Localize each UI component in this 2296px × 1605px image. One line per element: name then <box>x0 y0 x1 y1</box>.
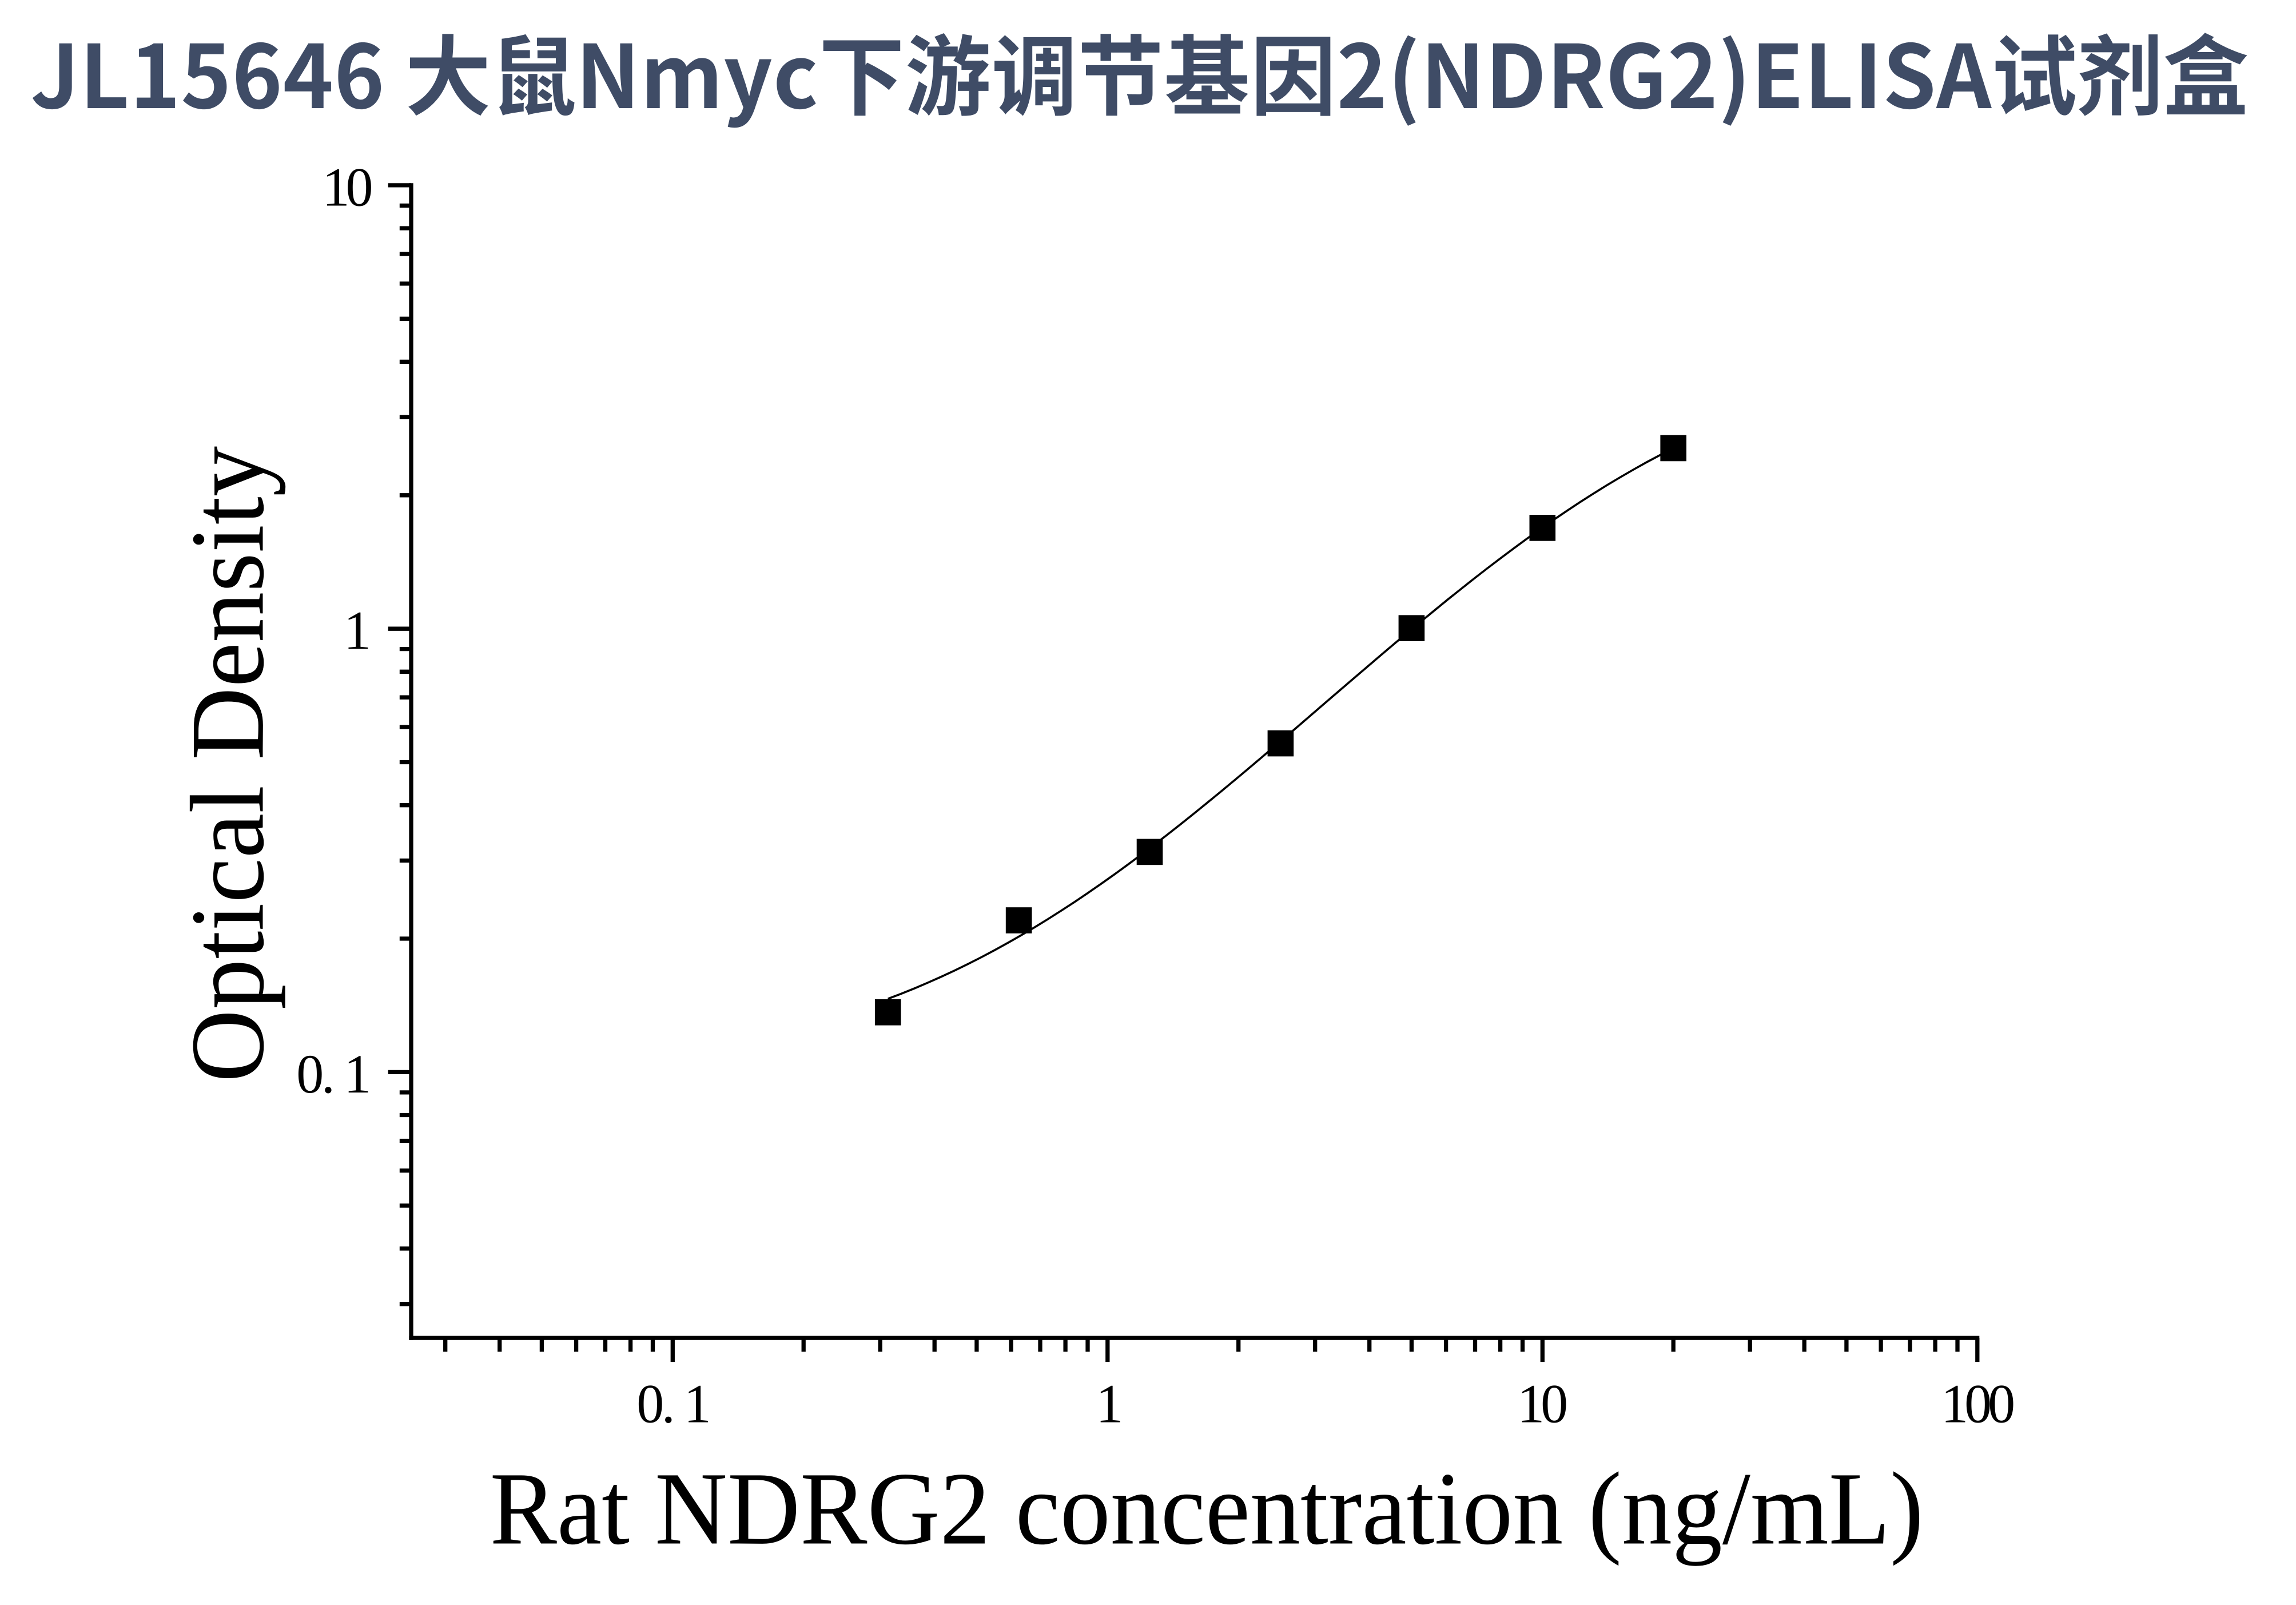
svg-text:10: 10 <box>323 156 372 217</box>
svg-text:Optical Density: Optical Density <box>169 446 285 1082</box>
svg-text:100: 100 <box>1941 1373 2014 1435</box>
svg-text:1: 1 <box>1096 1373 1123 1435</box>
svg-text:10: 10 <box>1517 1373 1566 1435</box>
svg-text:0. 1: 0. 1 <box>636 1373 709 1435</box>
svg-text:0. 1: 0. 1 <box>296 1043 369 1105</box>
svg-text:1: 1 <box>344 600 371 661</box>
svg-text:Rat NDRG2 concentration (ng/mL: Rat NDRG2 concentration (ng/mL) <box>490 1451 1924 1566</box>
